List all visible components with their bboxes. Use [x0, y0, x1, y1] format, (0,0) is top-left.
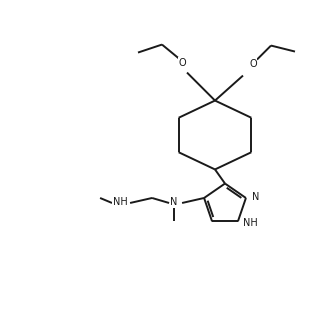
Text: O: O — [178, 57, 186, 68]
Text: O: O — [249, 58, 257, 69]
Text: NH: NH — [243, 218, 258, 228]
Text: N: N — [252, 192, 259, 202]
Text: NH: NH — [113, 197, 128, 207]
Text: N: N — [170, 197, 178, 207]
